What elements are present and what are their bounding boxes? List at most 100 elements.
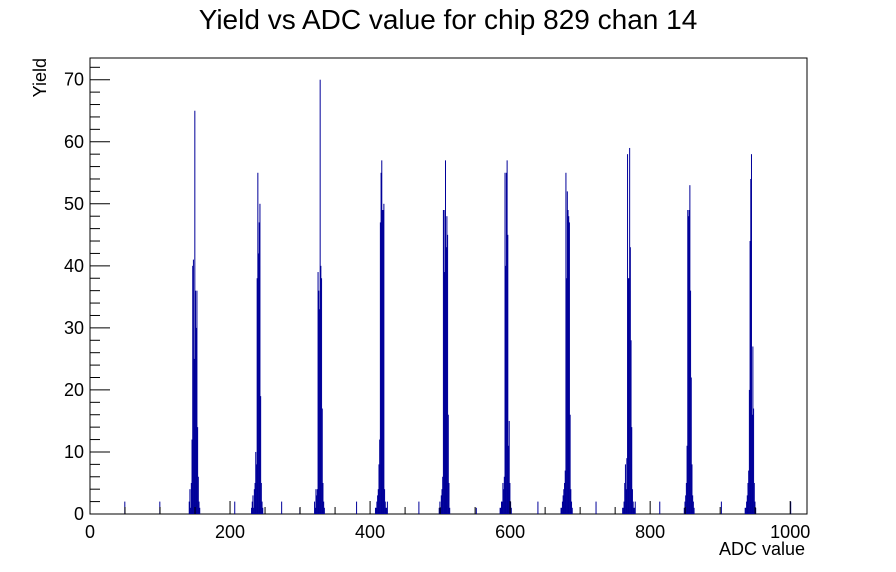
- histogram-bar: [570, 489, 572, 514]
- histogram-bar: [189, 489, 191, 514]
- histogram-bar: [446, 216, 448, 514]
- y-tick-label: 70: [64, 70, 84, 90]
- histogram-bar: [381, 160, 383, 514]
- histogram-bar: [255, 451, 257, 514]
- histogram-bar: [315, 489, 317, 514]
- histogram-bar: [379, 222, 381, 514]
- histogram-bar: [790, 501, 792, 514]
- histogram-bar: [744, 507, 746, 514]
- histogram-bar: [321, 408, 323, 514]
- histogram-bar: [501, 501, 503, 514]
- histogram-bar: [317, 272, 319, 514]
- histogram-bar: [564, 470, 566, 514]
- histogram-bar: [747, 482, 749, 514]
- histogram-bar: [199, 507, 201, 514]
- histogram-bar: [192, 259, 194, 514]
- histogram-bar: [685, 495, 687, 514]
- histogram-bar: [260, 396, 262, 514]
- x-tick-label: 200: [215, 522, 245, 542]
- histogram-bar: [623, 501, 625, 514]
- histogram-bar: [745, 507, 747, 514]
- histogram-bar: [252, 495, 254, 514]
- histogram-bar: [634, 507, 636, 514]
- histogram-bar: [191, 439, 193, 514]
- histogram-bar: [560, 507, 562, 514]
- x-tick-label: 1000: [770, 522, 810, 542]
- histogram-bar: [418, 501, 420, 514]
- histogram-bar: [629, 147, 631, 514]
- histogram-bar: [323, 507, 325, 514]
- histogram-bar: [447, 234, 449, 514]
- histogram-bar: [595, 501, 597, 514]
- y-tick-label: 50: [64, 194, 84, 214]
- histogram-bar: [321, 278, 323, 514]
- histogram-bar: [438, 507, 440, 514]
- histogram-bar: [376, 501, 378, 514]
- histogram-bar: [442, 476, 444, 514]
- histogram-bar: [192, 265, 194, 514]
- histogram-bar: [195, 327, 197, 514]
- histogram-bar: [320, 265, 322, 514]
- histogram-bar: [314, 507, 316, 514]
- histogram-bar: [750, 154, 752, 514]
- histogram-bar: [631, 489, 633, 514]
- histogram-bar: [198, 501, 200, 514]
- histogram-bar: [720, 501, 722, 514]
- histogram-bar: [253, 489, 255, 514]
- histogram-bar: [753, 408, 755, 514]
- histogram-bar: [449, 507, 451, 514]
- histogram-bar: [659, 501, 661, 514]
- histogram-bar: [568, 222, 570, 514]
- histogram-bar: [568, 216, 570, 514]
- histogram-bar: [196, 290, 198, 514]
- histogram-bar: [443, 210, 445, 514]
- histogram-bar: [692, 495, 694, 514]
- histogram-bar: [750, 178, 752, 515]
- histogram-bar: [322, 482, 324, 514]
- histogram-bar: [195, 290, 197, 514]
- histogram-bar: [504, 172, 506, 514]
- x-tick-label: 600: [495, 522, 525, 542]
- histogram-bar: [316, 489, 318, 514]
- histogram-bar: [510, 507, 512, 514]
- histogram-bar: [383, 203, 385, 515]
- histogram-bar: [386, 507, 388, 514]
- histogram-bar: [441, 489, 443, 514]
- y-tick-label: 40: [64, 256, 84, 276]
- x-tick-label: 800: [635, 522, 665, 542]
- histogram-bar: [562, 495, 564, 514]
- histogram-bar: [692, 501, 694, 514]
- y-axis-label: Yield: [30, 58, 50, 97]
- histogram-bar: [318, 309, 320, 514]
- histogram-bar: [257, 172, 259, 514]
- histogram-bar: [323, 501, 325, 514]
- y-tick-label: 20: [64, 380, 84, 400]
- histogram-bar: [626, 458, 628, 514]
- histogram-bar: [262, 507, 264, 514]
- histogram-bar: [234, 501, 236, 514]
- histogram-bar: [688, 210, 690, 514]
- histogram-bar: [537, 501, 539, 514]
- histogram-bar: [622, 507, 624, 514]
- histogram-bar: [508, 420, 510, 514]
- histogram-bar: [444, 272, 446, 514]
- y-axis-ticks: 0 10 20 30 40 50 60 70: [64, 66, 110, 524]
- histogram-bar: [628, 278, 630, 514]
- histogram-bar: [316, 495, 318, 514]
- histogram-bar: [691, 464, 693, 514]
- x-axis-label: ADC value: [719, 539, 805, 559]
- histogram-bar: [377, 489, 379, 514]
- histogram-bar: [190, 482, 192, 514]
- histogram-bar: [561, 507, 563, 514]
- histogram-bar: [386, 501, 388, 514]
- histogram-bar: [507, 234, 509, 514]
- histogram-bar: [188, 501, 190, 514]
- histogram-bar: [255, 464, 257, 514]
- histogram-bar: [259, 203, 261, 515]
- histogram-bar: [629, 247, 631, 514]
- histogram-bar: [748, 389, 750, 514]
- histogram-bar: [377, 495, 379, 514]
- histogram-bar: [374, 507, 376, 514]
- histogram-bar: [566, 278, 568, 514]
